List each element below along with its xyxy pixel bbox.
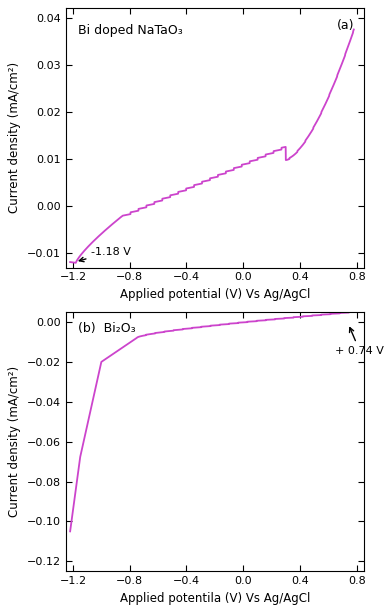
Y-axis label: Current density (mA/cm²): Current density (mA/cm²) (8, 366, 21, 517)
Text: (b)  Bi₂O₃: (b) Bi₂O₃ (78, 322, 135, 335)
Y-axis label: Current density (mA/cm²): Current density (mA/cm²) (9, 63, 22, 213)
Text: -1.18 V: -1.18 V (79, 247, 131, 262)
X-axis label: Applied potentila (V) Vs Ag/AgCl: Applied potentila (V) Vs Ag/AgCl (120, 592, 310, 604)
Text: Bi doped NaTaO₃: Bi doped NaTaO₃ (78, 24, 183, 37)
Text: (a): (a) (337, 19, 355, 32)
X-axis label: Applied potential (V) Vs Ag/AgCl: Applied potential (V) Vs Ag/AgCl (120, 288, 310, 301)
Text: + 0.74 V: + 0.74 V (336, 327, 384, 356)
